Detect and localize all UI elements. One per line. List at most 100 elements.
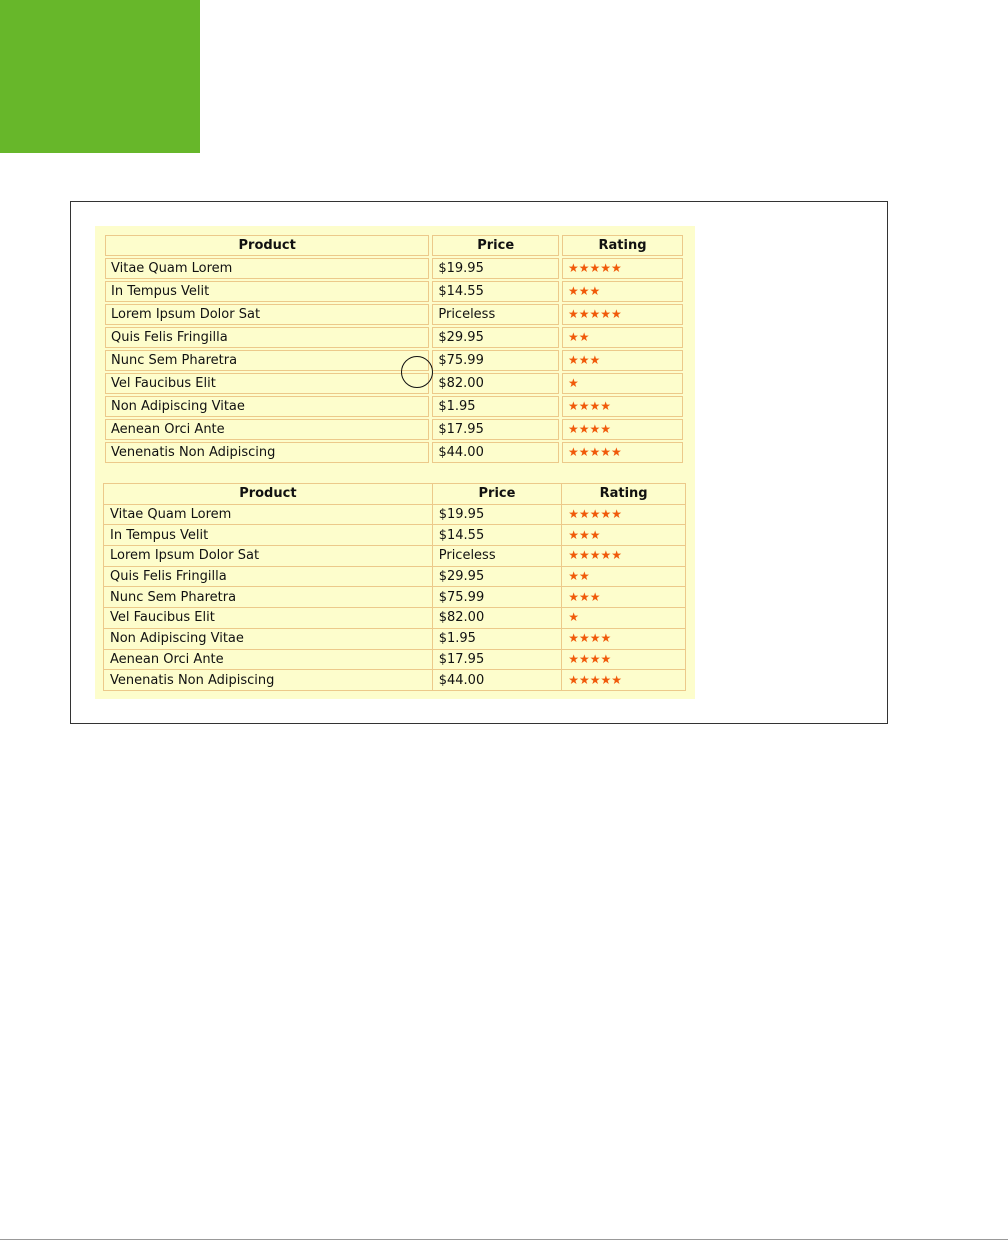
header-row: Product Price Rating	[103, 483, 686, 505]
table-row: Vitae Quam Lorem $19.95 ★★★★★	[103, 503, 686, 526]
star-rating-icon: ★★★★	[568, 422, 612, 436]
rating-cell: ★★★★★	[561, 545, 686, 567]
green-header-block	[0, 0, 200, 153]
product-cell: Nunc Sem Pharetra	[105, 350, 430, 371]
price-cell: $14.55	[431, 524, 563, 547]
star-rating-icon: ★★	[568, 330, 590, 344]
price-cell: Priceless	[431, 545, 563, 567]
table-row: Nunc Sem Pharetra $75.99 ★★★	[105, 350, 683, 371]
product-cell: Vel Faucibus Elit	[103, 607, 433, 629]
product-cell: Aenean Orci Ante	[105, 419, 430, 440]
star-rating-icon: ★★★	[568, 589, 601, 604]
table-row: In Tempus Velit $14.55 ★★★	[103, 524, 686, 547]
price-cell: $29.95	[432, 327, 559, 348]
price-cell: $17.95	[432, 419, 559, 440]
rating-cell: ★★★★	[562, 396, 683, 417]
price-cell: $29.95	[431, 565, 563, 588]
price-cell: $82.00	[431, 607, 563, 629]
table-row: Aenean Orci Ante $17.95 ★★★★	[103, 648, 686, 671]
star-rating-icon: ★	[568, 376, 579, 390]
product-cell: Aenean Orci Ante	[103, 648, 433, 671]
table-row: Nunc Sem Pharetra $75.99 ★★★	[103, 586, 686, 609]
figure-frame	[70, 201, 888, 724]
column-header: Product	[105, 235, 430, 256]
table-row: Venenatis Non Adipiscing $44.00 ★★★★★	[105, 442, 683, 463]
table-row: Aenean Orci Ante $17.95 ★★★★	[105, 419, 683, 440]
rating-cell: ★★★	[562, 281, 683, 302]
rating-cell: ★★★	[561, 524, 686, 547]
column-header: Rating	[561, 483, 686, 505]
table-row: Non Adipiscing Vitae $1.95 ★★★★	[105, 396, 683, 417]
price-cell: $75.99	[431, 586, 563, 609]
product-cell: Vitae Quam Lorem	[103, 503, 433, 526]
price-cell: $75.99	[432, 350, 559, 371]
price-cell: $17.95	[431, 648, 563, 671]
product-cell: Venenatis Non Adipiscing	[103, 669, 433, 691]
star-rating-icon: ★★★★	[568, 631, 612, 646]
price-cell: $1.95	[431, 627, 563, 650]
rating-cell: ★	[562, 373, 683, 394]
star-rating-icon: ★★★★★	[568, 672, 622, 687]
rating-cell: ★★★★★	[561, 503, 686, 526]
column-header: Price	[431, 483, 563, 505]
table-row: Quis Felis Fringilla $29.95 ★★	[103, 565, 686, 588]
price-cell: $19.95	[432, 258, 559, 279]
mouse-cursor	[401, 356, 433, 388]
star-rating-icon: ★★★	[568, 527, 601, 542]
rating-cell: ★★★	[562, 350, 683, 371]
price-cell: $14.55	[432, 281, 559, 302]
rating-cell: ★★★★★	[561, 669, 686, 691]
table-row: Quis Felis Fringilla $29.95 ★★	[105, 327, 683, 348]
header-row: Product Price Rating	[105, 235, 683, 256]
star-rating-icon: ★★★★	[568, 651, 612, 666]
star-rating-icon: ★★★★★	[568, 261, 622, 275]
product-cell: Lorem Ipsum Dolor Sat	[105, 304, 430, 325]
rating-cell: ★★	[562, 327, 683, 348]
price-cell: Priceless	[432, 304, 559, 325]
product-cell: Quis Felis Fringilla	[103, 565, 433, 588]
price-cell: $44.00	[431, 669, 563, 691]
product-cell: Vel Faucibus Elit	[105, 373, 430, 394]
rating-cell: ★★★★★	[562, 304, 683, 325]
star-rating-icon: ★★★★★	[568, 445, 622, 459]
product-cell: Quis Felis Fringilla	[105, 327, 430, 348]
star-rating-icon: ★★★★★	[568, 507, 622, 522]
rating-cell: ★★★★	[561, 627, 686, 650]
price-cell: $19.95	[431, 503, 563, 526]
table-row: Lorem Ipsum Dolor Sat Priceless ★★★★★	[105, 304, 683, 325]
product-table-collapsed: Product Price Rating Vitae Quam Lorem $19.…	[103, 483, 686, 691]
table-row: Lorem Ipsum Dolor Sat Priceless ★★★★★	[103, 545, 686, 567]
table-row: Vel Faucibus Elit $82.00 ★	[105, 373, 683, 394]
column-header: Product	[103, 483, 433, 505]
product-cell: Non Adipiscing Vitae	[105, 396, 430, 417]
star-rating-icon: ★★★	[568, 284, 601, 298]
product-table-separated: Product Price Rating Vitae Quam Lorem $19.…	[102, 233, 686, 465]
column-header: Rating	[562, 235, 683, 256]
table-row: Vel Faucibus Elit $82.00 ★	[103, 607, 686, 629]
page-divider	[0, 1239, 1008, 1240]
rating-cell: ★★	[561, 565, 686, 588]
rating-cell: ★★★★★	[562, 442, 683, 463]
table-row: Vitae Quam Lorem $19.95 ★★★★★	[105, 258, 683, 279]
column-header: Price	[432, 235, 559, 256]
star-rating-icon: ★★★	[568, 353, 601, 367]
product-cell: In Tempus Velit	[105, 281, 430, 302]
price-cell: $44.00	[432, 442, 559, 463]
product-cell: Venenatis Non Adipiscing	[105, 442, 430, 463]
star-rating-icon: ★★★★	[568, 399, 612, 413]
rating-cell: ★★★★★	[562, 258, 683, 279]
star-rating-icon: ★	[568, 610, 579, 625]
table-row: In Tempus Velit $14.55 ★★★	[105, 281, 683, 302]
rating-cell: ★★★★	[562, 419, 683, 440]
table-row: Non Adipiscing Vitae $1.95 ★★★★	[103, 627, 686, 650]
product-cell: Nunc Sem Pharetra	[103, 586, 433, 609]
price-cell: $1.95	[432, 396, 559, 417]
star-rating-icon: ★★	[568, 569, 590, 584]
table-row: Venenatis Non Adipiscing $44.00 ★★★★★	[103, 669, 686, 691]
product-cell: Lorem Ipsum Dolor Sat	[103, 545, 433, 567]
rating-cell: ★★★	[561, 586, 686, 609]
product-cell: In Tempus Velit	[103, 524, 433, 547]
product-cell: Non Adipiscing Vitae	[103, 627, 433, 650]
rating-cell: ★★★★	[561, 648, 686, 671]
price-cell: $82.00	[432, 373, 559, 394]
